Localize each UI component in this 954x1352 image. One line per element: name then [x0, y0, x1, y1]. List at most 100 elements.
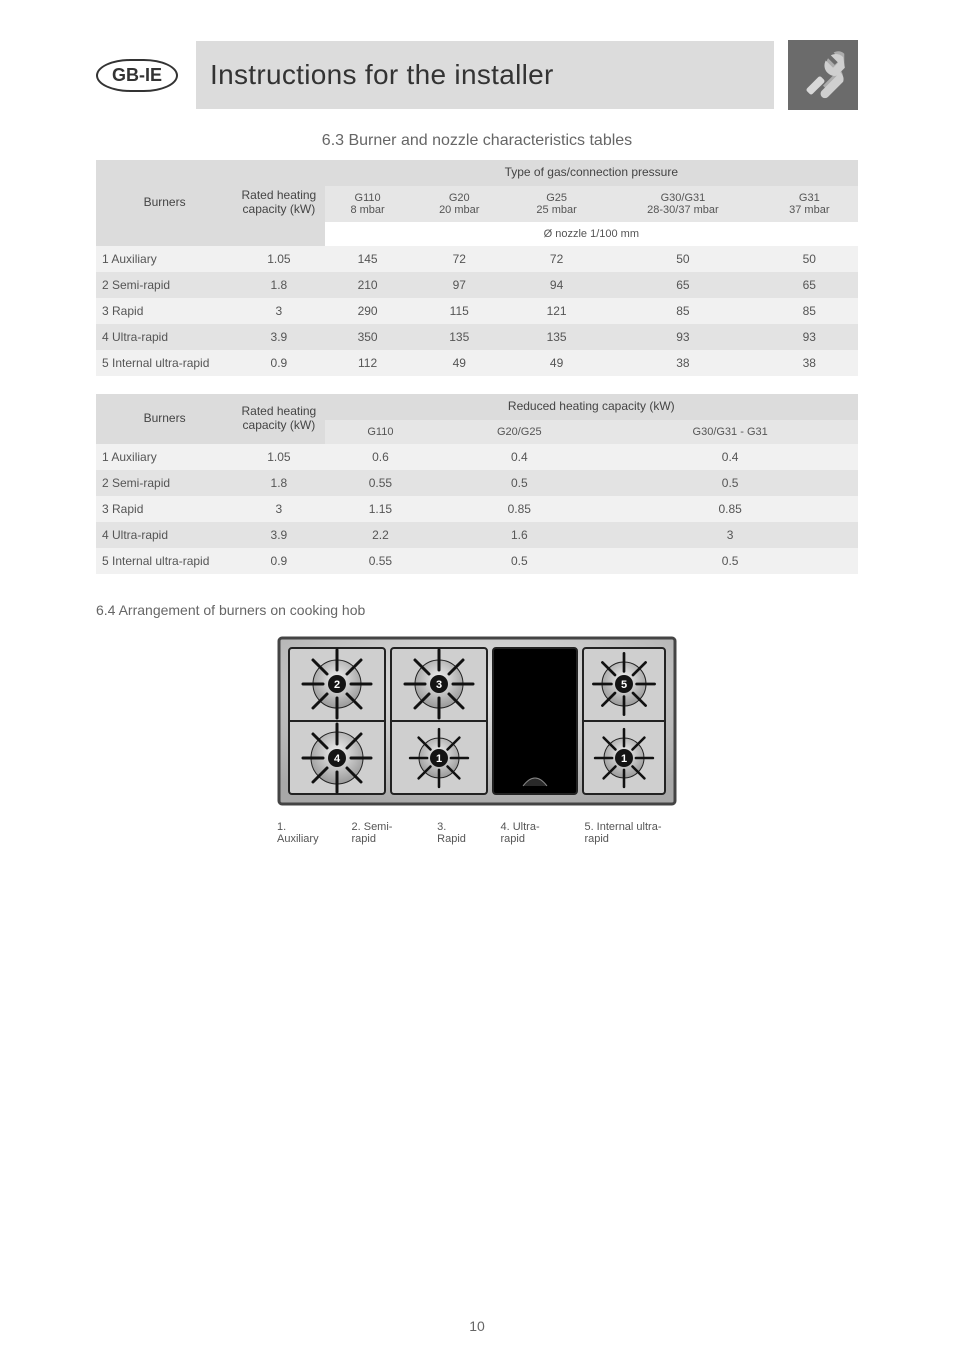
table-cell: 0.5	[602, 470, 858, 496]
table-cell: 50	[605, 246, 760, 272]
col-burners: Burners	[96, 394, 233, 444]
table-cell: 0.9	[233, 548, 324, 574]
table-row: 2 Semi-rapid1.821097946565	[96, 272, 858, 298]
table-row: 3 Rapid31.150.850.85	[96, 496, 858, 522]
sub-g30: G30/G31 28-30/37 mbar	[605, 186, 760, 222]
table-cell: 3	[602, 522, 858, 548]
table-cell: 1.8	[233, 470, 324, 496]
table-row: 4 Ultra-rapid3.92.21.63	[96, 522, 858, 548]
reduced-table: Burners Rated heating capacity (kW) Redu…	[96, 394, 858, 574]
table-cell: 115	[411, 298, 508, 324]
hob-diagram: 2 4 3 1	[277, 636, 677, 845]
table-cell: 0.6	[325, 444, 437, 470]
burner-badge: 1	[621, 753, 627, 765]
sub-g110: G110	[325, 420, 437, 444]
header-bar: GB-IE Instructions for the installer	[96, 40, 858, 110]
legend-item: 1. Auxiliary	[277, 821, 326, 845]
table-cell: 4 Ultra-rapid	[96, 522, 233, 548]
table-cell: 3 Rapid	[96, 496, 233, 522]
table-cell: 3 Rapid	[96, 298, 233, 324]
table-cell: 1 Auxiliary	[96, 246, 233, 272]
table-cell: 2 Semi-rapid	[96, 470, 233, 496]
table-row: 1 Auxiliary1.050.60.40.4	[96, 444, 858, 470]
sub-g20: G20 20 mbar	[411, 186, 508, 222]
table-cell: 94	[508, 272, 605, 298]
col-rated: Rated heating capacity (kW)	[233, 160, 324, 246]
table-cell: 0.55	[325, 470, 437, 496]
table-cell: 2.2	[325, 522, 437, 548]
table-cell: 0.9	[233, 350, 324, 376]
table-cell: 38	[761, 350, 858, 376]
table-cell: 93	[605, 324, 760, 350]
table-cell: 1.15	[325, 496, 437, 522]
table-row: 3 Rapid32901151218585	[96, 298, 858, 324]
table-cell: 1.8	[233, 272, 324, 298]
table-cell: 1.6	[436, 522, 602, 548]
table-cell: 3.9	[233, 522, 324, 548]
table-cell: 65	[605, 272, 760, 298]
table-cell: 350	[325, 324, 411, 350]
table-cell: 2 Semi-rapid	[96, 272, 233, 298]
nozzle-table: Burners Rated heating capacity (kW) Type…	[96, 160, 858, 376]
nozzle-diameter-label: Ø nozzle 1/100 mm	[325, 222, 858, 246]
table-row: 5 Internal ultra-rapid0.911249493838	[96, 350, 858, 376]
hob-legend: 1. Auxiliary 2. Semi-rapid 3. Rapid 4. U…	[277, 821, 677, 845]
sub-g20g25: G20/G25	[436, 420, 602, 444]
table-header-row: Burners Rated heating capacity (kW) Type…	[96, 160, 858, 186]
sub-g110: G110 8 mbar	[325, 186, 411, 222]
col-reduced: Reduced heating capacity (kW)	[325, 394, 858, 420]
burner-badge: 4	[334, 753, 341, 765]
table-cell: 5 Internal ultra-rapid	[96, 350, 233, 376]
page-title: Instructions for the installer	[196, 41, 774, 109]
table-cell: 135	[411, 324, 508, 350]
table-cell: 3.9	[233, 324, 324, 350]
wrench-icon	[788, 40, 858, 110]
legend-item: 3. Rapid	[437, 821, 474, 845]
table-cell: 72	[508, 246, 605, 272]
table-cell: 0.4	[602, 444, 858, 470]
sub-g25: G25 25 mbar	[508, 186, 605, 222]
table-cell: 3	[233, 496, 324, 522]
burner-badge: 2	[334, 679, 340, 691]
sub-g30g31: G30/G31 - G31	[602, 420, 858, 444]
table-cell: 72	[411, 246, 508, 272]
table-cell: 49	[508, 350, 605, 376]
table-cell: 85	[605, 298, 760, 324]
burner-badge: 5	[621, 679, 627, 691]
table-row: 2 Semi-rapid1.80.550.50.5	[96, 470, 858, 496]
table-cell: 0.5	[436, 470, 602, 496]
col-gas-type: Type of gas/connection pressure	[325, 160, 858, 186]
table-cell: 290	[325, 298, 411, 324]
legend-item: 4. Ultra-rapid	[501, 821, 559, 845]
table-cell: 0.85	[436, 496, 602, 522]
table-cell: 50	[761, 246, 858, 272]
table-cell: 0.55	[325, 548, 437, 574]
table-cell: 210	[325, 272, 411, 298]
table-row: 5 Internal ultra-rapid0.90.550.50.5	[96, 548, 858, 574]
table-cell: 0.5	[602, 548, 858, 574]
table-cell: 0.4	[436, 444, 602, 470]
table-cell: 49	[411, 350, 508, 376]
table-row: 4 Ultra-rapid3.93501351359393	[96, 324, 858, 350]
col-rated: Rated heating capacity (kW)	[233, 394, 324, 444]
table-cell: 121	[508, 298, 605, 324]
burner-badge: 1	[436, 753, 442, 765]
table-cell: 1.05	[233, 246, 324, 272]
table-cell: 65	[761, 272, 858, 298]
legend-item: 2. Semi-rapid	[352, 821, 412, 845]
col-burners: Burners	[96, 160, 233, 246]
region-pill: GB-IE	[96, 59, 178, 92]
table-cell: 1.05	[233, 444, 324, 470]
table-cell: 145	[325, 246, 411, 272]
table-cell: 3	[233, 298, 324, 324]
table-header-row: Burners Rated heating capacity (kW) Redu…	[96, 394, 858, 420]
table-cell: 0.5	[436, 548, 602, 574]
sub-g31: G31 37 mbar	[761, 186, 858, 222]
table-cell: 112	[325, 350, 411, 376]
legend-item: 5. Internal ultra-rapid	[584, 821, 677, 845]
burner-badge: 3	[436, 679, 442, 691]
page-number: 10	[469, 1318, 485, 1334]
table-cell: 38	[605, 350, 760, 376]
table-cell: 97	[411, 272, 508, 298]
table-cell: 5 Internal ultra-rapid	[96, 548, 233, 574]
